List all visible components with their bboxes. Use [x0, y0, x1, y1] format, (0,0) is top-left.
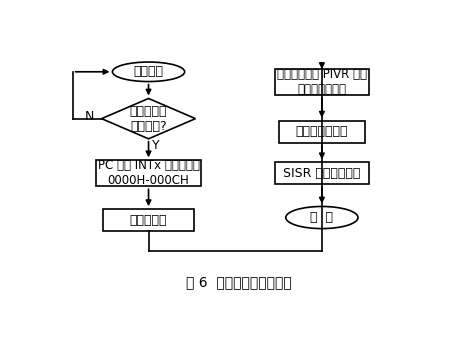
- Bar: [275, 69, 369, 95]
- Text: 中断向量表: 中断向量表: [130, 214, 167, 227]
- Text: 中断使能且
未被屏蔽?: 中断使能且 未被屏蔽?: [130, 105, 167, 132]
- Text: Y: Y: [152, 139, 159, 152]
- Bar: [103, 209, 194, 231]
- Text: N: N: [84, 110, 94, 123]
- Text: 中断请求: 中断请求: [134, 65, 164, 78]
- Text: PC 调至 INTx 向量地址：
0000H-000CH: PC 调至 INTx 向量地址： 0000H-000CH: [97, 159, 199, 187]
- Bar: [279, 121, 365, 143]
- Text: 图 6  中断服务程序流程图: 图 6 中断服务程序流程图: [186, 275, 292, 290]
- Text: SISR 中断服务程序: SISR 中断服务程序: [283, 167, 361, 180]
- Bar: [275, 162, 369, 184]
- Text: 返  回: 返 回: [310, 211, 333, 224]
- Text: 外设中断向量表: 外设中断向量表: [295, 125, 348, 138]
- Text: 保护现场，从 PIVR 中读
取外设中断向量: 保护现场，从 PIVR 中读 取外设中断向量: [277, 68, 367, 96]
- Bar: [96, 160, 201, 186]
